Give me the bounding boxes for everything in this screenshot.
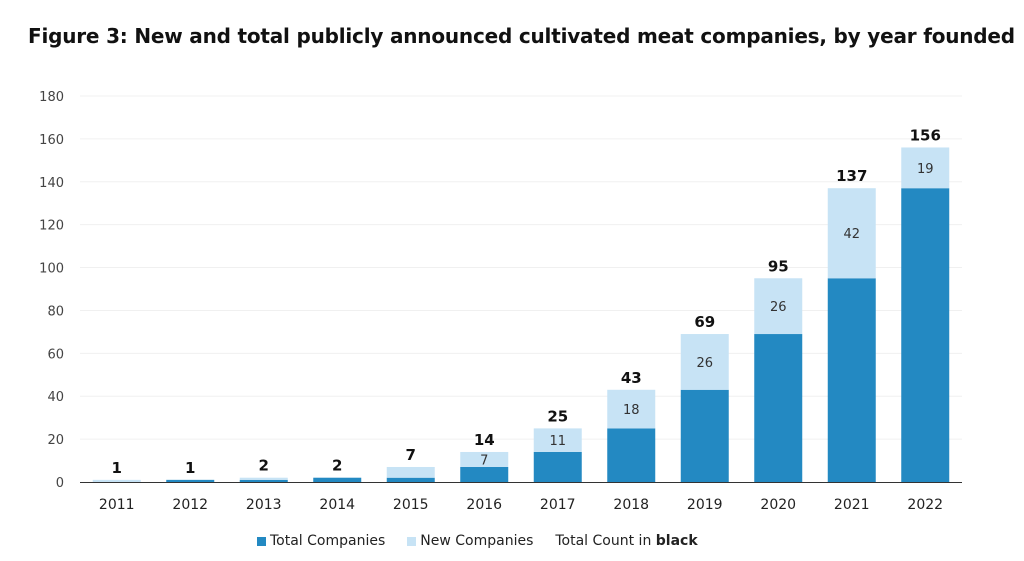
y-tick-label: 140 <box>39 176 64 191</box>
new-value-label: 7 <box>480 453 488 468</box>
total-value-label: 25 <box>547 407 568 425</box>
legend-note-bold: black <box>655 533 698 549</box>
bar-total <box>166 479 215 482</box>
legend-label-total: Total Companies <box>270 533 386 549</box>
total-value-label: 2 <box>332 457 342 475</box>
total-value-label: 2 <box>259 457 269 475</box>
bar-new <box>754 278 803 335</box>
y-tick-label: 0 <box>56 476 64 491</box>
legend-item-total: Total Companies <box>257 533 385 549</box>
bar-total <box>386 477 435 482</box>
total-value-label: 156 <box>910 126 941 144</box>
total-value-label: 69 <box>694 313 715 331</box>
x-tick-label: 2013 <box>246 497 282 513</box>
y-tick-label: 160 <box>39 133 64 148</box>
bar-total <box>754 334 803 482</box>
bar-new <box>607 389 656 429</box>
bar-total <box>607 428 656 482</box>
legend-note: Total Count in black <box>555 533 697 549</box>
x-tick-label: 2018 <box>613 497 649 513</box>
x-tick-label: 2015 <box>393 497 429 513</box>
bar-new <box>827 188 876 279</box>
new-value-label: 11 <box>549 434 566 449</box>
total-value-label: 1 <box>112 459 122 477</box>
bar-total <box>239 479 288 482</box>
new-value-label: 18 <box>623 403 640 418</box>
total-value-label: 1 <box>185 459 195 477</box>
chart-title: Figure 3: New and total publicly announc… <box>28 24 1015 48</box>
y-tick-label: 20 <box>47 433 64 448</box>
bar-total <box>901 188 950 482</box>
legend-swatch-total <box>257 536 266 546</box>
x-tick-label: 2012 <box>172 497 208 513</box>
bar-new <box>386 466 435 478</box>
total-value-label: 43 <box>621 369 642 387</box>
bar-total <box>313 477 362 482</box>
new-value-label: 26 <box>696 356 713 371</box>
new-value-label: 19 <box>917 162 934 177</box>
x-tick-label: 2022 <box>907 497 943 513</box>
x-tick-label: 2021 <box>834 497 870 513</box>
new-value-label: 42 <box>843 227 860 242</box>
legend-swatch-new <box>407 536 417 546</box>
x-tick-label: 2020 <box>760 497 796 513</box>
total-value-label: 95 <box>768 257 789 275</box>
bar-total <box>680 389 729 482</box>
bar-new <box>92 479 141 482</box>
y-tick-label: 60 <box>47 347 64 362</box>
chart-legend: Total Companies New Companies Total Coun… <box>257 533 698 549</box>
new-value-label: 26 <box>770 300 787 315</box>
bar-new <box>680 334 729 390</box>
bar-new <box>460 451 509 467</box>
bar-new <box>239 477 288 480</box>
total-value-label: 7 <box>406 446 416 464</box>
total-value-label: 14 <box>474 431 495 449</box>
y-tick-label: 40 <box>47 390 64 405</box>
y-tick-label: 180 <box>39 90 64 105</box>
x-tick-label: 2014 <box>319 497 355 513</box>
x-tick-label: 2011 <box>99 497 135 513</box>
x-tick-label: 2017 <box>540 497 576 513</box>
bar-total <box>460 466 509 482</box>
y-tick-label: 120 <box>39 219 64 234</box>
total-value-label: 137 <box>836 167 867 185</box>
bar-new <box>533 428 582 452</box>
x-tick-label: 2019 <box>687 497 723 513</box>
x-tick-label: 2016 <box>466 497 502 513</box>
bar-total <box>533 451 582 482</box>
legend-note-prefix: Total Count in <box>555 533 656 549</box>
y-tick-label: 100 <box>39 262 64 277</box>
legend-label-new: New Companies <box>420 533 534 549</box>
bar-total <box>827 278 876 482</box>
y-tick-label: 80 <box>47 304 64 319</box>
legend-item-new: New Companies <box>407 533 533 549</box>
bar-new <box>901 147 950 189</box>
